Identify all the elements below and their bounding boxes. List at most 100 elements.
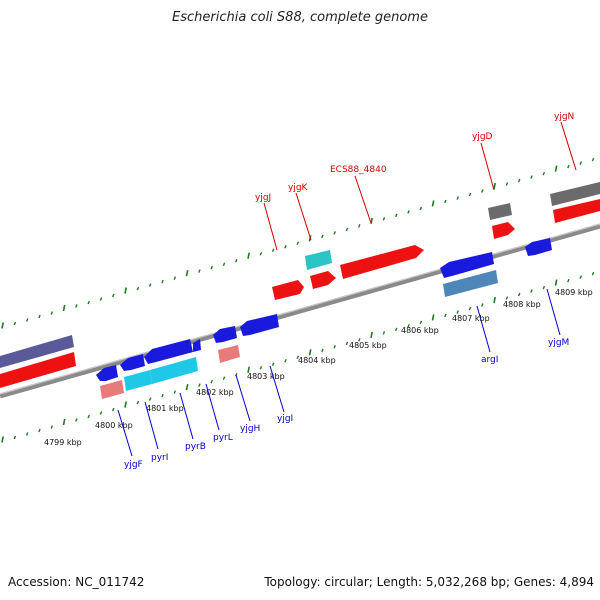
reverse-track-tick	[517, 292, 521, 297]
label-yjgJ[interactable]: yjgJ	[255, 193, 271, 203]
forward-tick-track	[1, 157, 595, 329]
forward-track-tick	[456, 196, 459, 200]
label-yjgK[interactable]: yjgK	[288, 183, 309, 193]
reverse-track-tick	[579, 275, 582, 279]
reverse-track-tick	[136, 400, 140, 405]
forward-track-tick	[394, 213, 398, 218]
gene-ECS88_4840[interactable]	[340, 245, 424, 279]
reverse-track-tick	[38, 428, 41, 433]
forward-track-tick	[222, 262, 226, 266]
gene-yjgJ[interactable]	[272, 280, 304, 300]
leader-yjgM	[546, 288, 561, 336]
gene-argI[interactable]	[440, 252, 494, 278]
reverse-track-tick	[247, 366, 250, 373]
forward-track-tick	[161, 279, 164, 284]
reverse-track-tick	[333, 345, 336, 349]
label-yjgF[interactable]: yjgF	[124, 460, 143, 470]
scale-label-4800: 4800 kbp	[95, 421, 133, 430]
label-pyrI[interactable]: pyrI	[151, 453, 168, 463]
reverse-track-tick	[370, 331, 373, 339]
forward-track-tick	[419, 206, 423, 211]
leader-pyrI	[144, 401, 159, 450]
forward-track-tick	[358, 224, 361, 228]
gene-yjgD-grey[interactable]	[488, 203, 512, 220]
gene-yjgK[interactable]	[310, 271, 336, 289]
forward-track-tick	[13, 321, 17, 326]
leader-pyrL	[205, 383, 220, 431]
label-pyrL[interactable]: pyrL	[213, 433, 233, 443]
gene-yjgH-pink[interactable]	[218, 345, 240, 363]
gene-pyrB[interactable]	[144, 339, 193, 364]
scale-label-4802: 4802 kbp	[196, 388, 234, 397]
reverse-track-tick	[62, 418, 66, 426]
forward-track-tick	[567, 164, 570, 169]
scale-labels: 4799 kbp 4800 kbp 4801 kbp 4802 kbp 4803…	[44, 288, 593, 447]
accession-text: Accession: NC_011742	[8, 575, 145, 589]
gene-yjgD[interactable]	[492, 222, 515, 239]
forward-track-tick	[112, 293, 115, 298]
gene-yjgN-grey[interactable]	[550, 182, 600, 206]
forward-track-tick	[136, 286, 140, 291]
leader-yjgD	[480, 142, 495, 191]
gene-yjgM[interactable]	[525, 238, 552, 256]
leader-yjgH	[235, 374, 251, 422]
gene-argI-steel[interactable]	[443, 270, 498, 297]
gene-pyrB-cyan[interactable]	[150, 357, 198, 384]
forward-track-tick	[382, 217, 386, 221]
reverse-track-tick	[1, 436, 4, 443]
reverse-track-tick	[456, 310, 459, 314]
gene-yjgH[interactable]	[213, 326, 237, 343]
gene-pyrI-cyan[interactable]	[124, 370, 152, 391]
reverse-track-tick	[296, 355, 300, 360]
label-pyrB[interactable]: pyrB	[185, 442, 206, 452]
forward-track-tick	[198, 269, 201, 273]
reverse-track-tick	[308, 349, 312, 356]
reverse-track-tick	[321, 348, 324, 353]
forward-track-tick	[62, 304, 66, 312]
reverse-track-tick	[444, 313, 447, 318]
genome-backbone	[0, 223, 600, 399]
reverse-track-tick	[25, 432, 29, 436]
gene-pyrL[interactable]	[193, 339, 201, 352]
forward-track-tick	[554, 165, 558, 172]
gene-yjgF-pink[interactable]	[100, 380, 124, 399]
reverse-track-tick	[407, 324, 410, 328]
gene-yjgF[interactable]	[96, 365, 118, 381]
forward-track-tick	[99, 297, 103, 301]
forward-track-tick	[210, 265, 213, 270]
gene-purple-left[interactable]	[0, 335, 74, 368]
label-yjgD[interactable]: yjgD	[472, 132, 493, 142]
reverse-track-tick	[210, 379, 213, 384]
forward-track-tick	[321, 234, 324, 239]
label-yjgM[interactable]: yjgM	[548, 338, 569, 348]
reverse-track-tick	[419, 320, 423, 325]
gene-yjgI[interactable]	[240, 314, 279, 336]
forward-track-tick	[431, 200, 435, 207]
leader-ECS88_4840	[354, 175, 372, 224]
forward-track-tick	[505, 182, 509, 186]
gene-yjgN[interactable]	[553, 199, 600, 223]
forward-track-tick	[271, 248, 275, 253]
gene-pyrI[interactable]	[120, 354, 145, 371]
gene-red-left[interactable]	[0, 352, 76, 388]
reverse-track-tick	[75, 418, 78, 422]
forward-track-tick	[247, 252, 250, 259]
gene-yjgK-cyan[interactable]	[305, 250, 332, 270]
label-ECS88_4840[interactable]: ECS88_4840	[330, 165, 387, 175]
reverse-gene-labels: yjgF pyrI pyrB pyrL yjgH yjgI argI yjgM	[117, 288, 569, 470]
label-yjgN[interactable]: yjgN	[554, 112, 574, 122]
label-yjgI[interactable]: yjgI	[277, 414, 293, 424]
label-argI[interactable]: argI	[481, 355, 498, 365]
forward-track-tick	[185, 270, 189, 277]
forward-track-tick	[517, 178, 521, 183]
reverse-track-tick	[394, 327, 398, 332]
map-title: Escherichia coli S88, complete genome	[172, 10, 428, 25]
leader-yjgN	[560, 121, 577, 171]
reverse-track-tick	[591, 271, 595, 276]
reverse-track-tick	[530, 289, 533, 293]
forward-genes	[0, 182, 600, 388]
scale-label-4803: 4803 kbp	[247, 372, 285, 381]
scale-label-4805: 4805 kbp	[349, 341, 387, 350]
label-yjgH[interactable]: yjgH	[240, 424, 260, 434]
